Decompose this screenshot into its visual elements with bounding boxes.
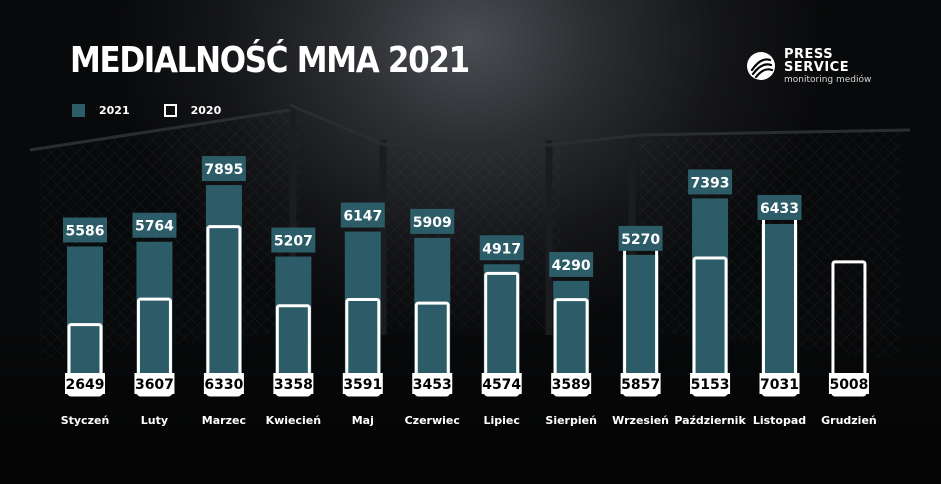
logo-icon [747,52,775,80]
label-box-2021-5 [410,208,455,234]
press-service-logo: PRESS SERVICE monitoring mediów [746,48,876,86]
bar-2021-5 [414,237,451,395]
label-box-2020-0 [65,373,105,394]
label-box-2021-0 [63,217,107,243]
bar-2020-5 [414,301,450,397]
bar-2020-7 [553,298,589,397]
bar-2021-8 [622,254,659,395]
label-box-2020-7 [551,373,592,394]
label-box-2020-6 [481,373,522,394]
logo-text-press: PRESS [784,47,834,62]
label-box-2020-3 [273,373,314,394]
label-box-2021-1 [132,212,177,238]
value-label-2020-2: 6330 [204,377,243,393]
bar-2020-4 [345,298,381,397]
value-label-2020-4: 3591 [343,377,382,393]
label-box-2021-4 [340,202,385,228]
label-box-2021-10 [757,194,802,220]
label-box-2020-2 [203,373,244,394]
legend-item-2020: 2020 [163,104,222,117]
bar-2021-9 [692,198,729,395]
value-label-2021-3: 5207 [274,234,313,250]
category-label-10: Listopad [753,414,806,427]
category-label-1: Luty [141,414,168,427]
bar-2020-11 [831,260,867,397]
category-label-11: Grudzień [821,414,877,427]
value-label-2021-4: 6147 [343,209,382,225]
bar-2021-3 [275,256,312,395]
label-box-2021-9 [688,169,733,195]
category-label-8: Wrzesień [612,414,669,427]
legend-label-2020: 2020 [190,104,222,117]
category-label-9: Październik [674,414,746,427]
value-label-2020-1: 3607 [135,377,174,393]
label-box-2020-9 [690,373,731,394]
label-box-2021-7 [549,251,594,277]
bar-2020-1 [136,297,172,397]
category-label-4: Maj [352,414,374,427]
logo-text-subtitle: monitoring mediów [784,75,872,85]
label-box-2020-11 [828,373,869,394]
legend-swatch-2020 [163,104,177,117]
bar-2020-2 [206,225,242,397]
value-label-2021-2: 7895 [204,162,243,178]
value-label-2020-3: 3358 [274,377,313,393]
category-label-3: Kwiecień [266,414,322,427]
category-label-7: Sierpień [545,414,597,427]
bar-2021-1 [136,241,173,395]
bar-2020-9 [692,256,728,397]
bar-2020-3 [275,304,311,397]
bar-2020-0 [67,323,103,397]
label-box-2021-8 [618,225,663,251]
bar-2021-4 [344,231,381,395]
bar-2021-0 [67,246,103,395]
value-label-2021-6: 4917 [482,241,521,257]
category-label-6: Lipiec [483,414,519,427]
bar-2020-6 [484,271,520,397]
value-label-2021-5: 5909 [413,215,452,231]
legend-item-2021: 2021 [72,104,130,117]
value-label-2020-6: 4574 [482,377,521,393]
value-label-2020-10: 7031 [760,377,799,393]
value-label-2021-7: 4290 [552,258,591,274]
label-box-2021-2 [201,156,246,182]
value-label-2020-7: 3589 [552,377,591,393]
value-label-2021-10: 6433 [760,201,799,217]
value-label-2021-9: 7393 [691,175,730,191]
value-label-2021-8: 5270 [621,232,660,248]
legend-swatch-2021 [72,104,85,117]
value-label-2021-0: 5586 [66,223,105,239]
chart-title: MEDIALNOŚĆ MMA 2021 [70,40,470,81]
value-label-2020-0: 2649 [66,377,105,393]
label-box-2020-4 [342,373,383,394]
legend: 2021 2020 [72,104,255,117]
label-box-2021-3 [271,227,316,253]
label-box-2021-6 [479,235,524,261]
value-label-2020-9: 5153 [691,377,730,393]
label-box-2020-8 [620,373,661,394]
bar-2021-2 [205,185,242,395]
bar-2021-10 [761,223,798,395]
label-box-2020-5 [412,373,453,394]
value-label-2020-11: 5008 [829,377,868,393]
value-label-2021-1: 5764 [135,219,174,235]
label-box-2020-1 [134,373,175,394]
value-label-2020-8: 5857 [621,377,660,393]
legend-label-2021: 2021 [99,104,130,117]
logo-text-service: SERVICE [784,60,850,75]
value-label-2020-5: 3453 [413,377,452,393]
category-label-5: Czerwiec [405,414,460,427]
category-label-2: Marzec [202,414,246,427]
category-label-0: Styczeń [61,414,110,427]
label-box-2020-10 [759,373,800,394]
